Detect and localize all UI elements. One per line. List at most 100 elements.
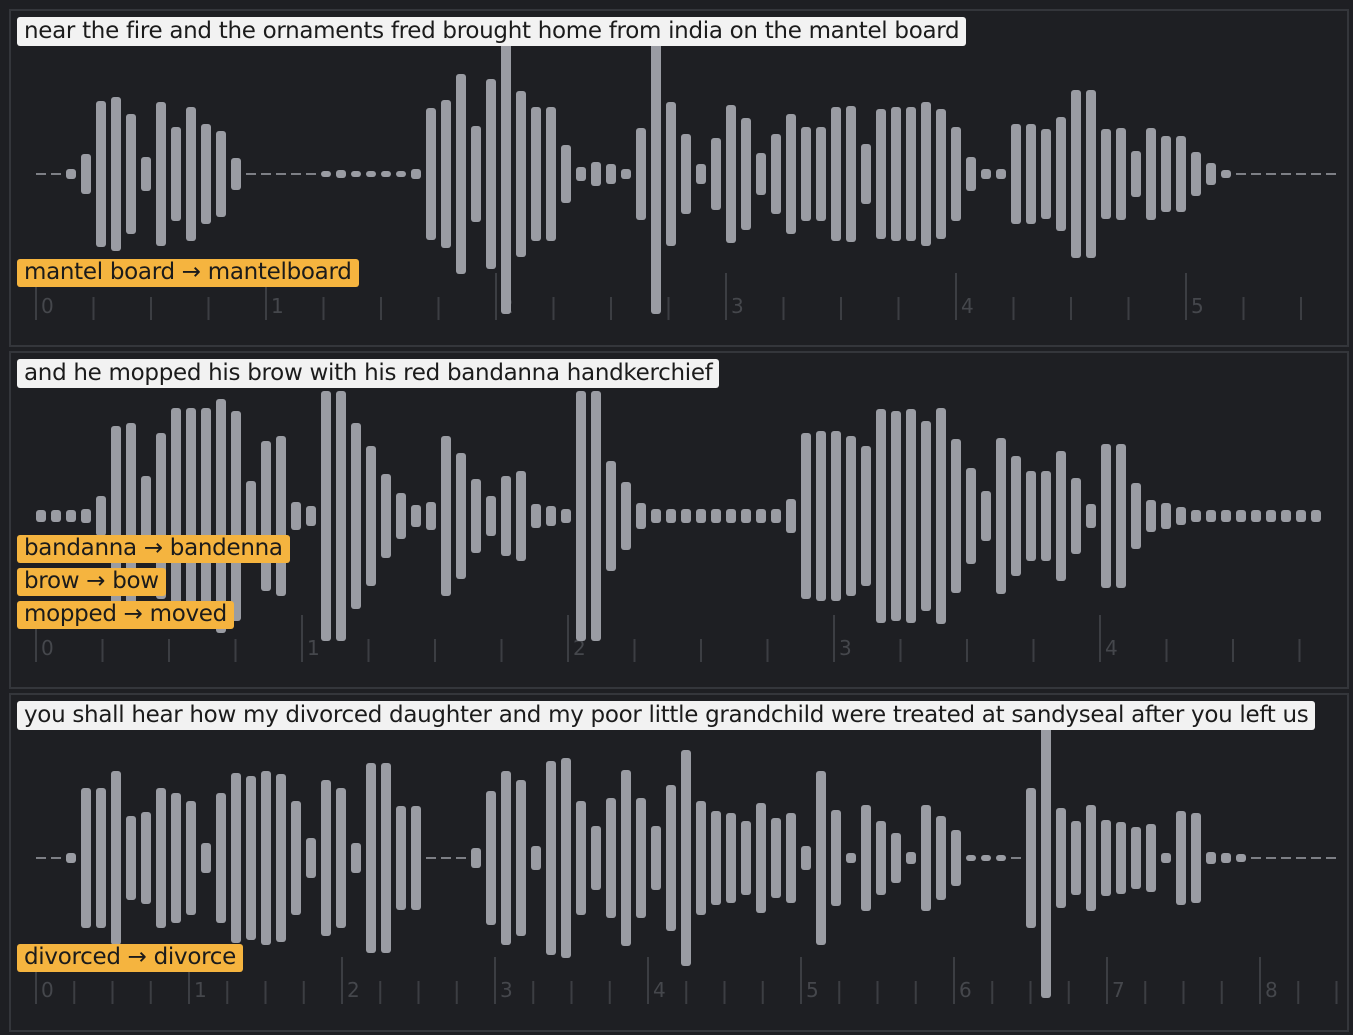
tick-label: 4 xyxy=(653,978,666,1002)
waveform-bar xyxy=(96,101,106,247)
waveform-bar xyxy=(336,391,346,641)
waveform-bar xyxy=(1071,821,1081,895)
waveform-bar xyxy=(546,107,556,241)
waveform-bar xyxy=(816,127,826,221)
correction-tag[interactable]: brow → bow xyxy=(17,568,166,596)
waveform-bar xyxy=(501,34,511,314)
waveform-bar xyxy=(531,504,541,528)
waveform-bar xyxy=(891,411,901,621)
waveform[interactable]: 0 1 2 3 4 5 6 7 8 xyxy=(11,695,1347,1030)
waveform-bar xyxy=(276,173,286,175)
waveform-bar xyxy=(1206,852,1216,864)
waveform-bar xyxy=(1041,718,1051,998)
waveform-bar xyxy=(771,818,781,898)
waveform-bar xyxy=(546,761,556,955)
correction-tag[interactable]: mantel board → mantelboard xyxy=(17,259,359,287)
tick-label: 4 xyxy=(1105,636,1118,660)
waveform-bar xyxy=(1101,820,1111,896)
waveform-bar xyxy=(231,773,241,943)
waveform-bar xyxy=(351,423,361,609)
waveform-bar xyxy=(1311,510,1321,522)
waveform-bar xyxy=(36,173,46,175)
waveform-bar xyxy=(246,173,256,175)
tick-label: 2 xyxy=(347,978,360,1002)
waveform-bar xyxy=(1116,128,1126,220)
waveform-bar xyxy=(1056,451,1066,581)
waveform-bar xyxy=(261,771,271,945)
waveform-bar xyxy=(1011,124,1021,224)
waveform-bar xyxy=(786,114,796,234)
waveform-bar xyxy=(546,506,556,526)
waveform-bar xyxy=(996,855,1006,861)
waveform-bar xyxy=(201,843,211,873)
waveform-bar xyxy=(501,771,511,945)
waveform-bar xyxy=(846,853,856,863)
waveform-bar xyxy=(861,805,871,911)
waveform-bar xyxy=(951,830,961,886)
waveform-bar xyxy=(771,134,781,214)
correction-list: mantel board → mantelboard xyxy=(17,259,359,287)
waveform-bar xyxy=(66,169,76,179)
waveform-bar xyxy=(981,491,991,541)
waveform-bar xyxy=(1161,503,1171,529)
correction-list: bandanna → bandenna brow → bow mopped → … xyxy=(17,535,290,629)
waveform-bar xyxy=(576,391,586,641)
waveform-bar xyxy=(606,461,616,571)
waveform-bar xyxy=(426,857,436,859)
waveform-bar xyxy=(396,493,406,539)
correction-tag[interactable]: mopped → moved xyxy=(17,601,234,629)
waveform-bar xyxy=(1026,124,1036,224)
waveform-bar xyxy=(1236,173,1246,175)
transcript-panel-3[interactable]: 0 1 2 3 4 5 6 7 8 you shall hear how my divorced… xyxy=(9,693,1349,1032)
waveform-bar xyxy=(1251,173,1261,175)
waveform-bar xyxy=(51,510,61,522)
waveform-bar xyxy=(81,154,91,194)
waveform-bar xyxy=(681,509,691,523)
waveform-bar xyxy=(81,509,91,523)
correction-tag[interactable]: divorced → divorce xyxy=(17,944,243,972)
waveform-bar xyxy=(171,793,181,923)
waveform-bar xyxy=(1311,857,1321,859)
waveform-bar xyxy=(471,848,481,868)
waveform-bar xyxy=(336,170,346,178)
waveform-bar xyxy=(606,164,616,184)
waveform-bar xyxy=(891,833,901,883)
waveform-bar xyxy=(171,408,181,624)
tick-label: 0 xyxy=(41,978,54,1002)
waveform-bar xyxy=(141,157,151,191)
waveform-bar xyxy=(516,471,526,561)
waveform-bar xyxy=(906,852,916,864)
waveform-bar xyxy=(966,855,976,861)
waveform[interactable]: 0 1 2 3 4 xyxy=(11,353,1347,687)
waveform-bar xyxy=(861,446,871,586)
tick-label: 4 xyxy=(961,294,974,318)
waveform-bar xyxy=(516,780,526,936)
waveform-bar xyxy=(1326,857,1336,859)
correction-tag[interactable]: bandanna → bandenna xyxy=(17,535,290,563)
waveform-bar xyxy=(576,167,586,181)
waveform-bar xyxy=(486,79,496,269)
waveform-bar xyxy=(741,821,751,895)
waveform-bar xyxy=(576,801,586,915)
waveform-bar xyxy=(231,411,241,621)
waveform-bar xyxy=(1191,152,1201,196)
waveform-bar xyxy=(651,826,661,890)
waveform-bar xyxy=(636,503,646,529)
waveform-bar xyxy=(381,474,391,558)
waveform-bar xyxy=(366,446,376,586)
waveform-bar xyxy=(951,127,961,221)
waveform-bar xyxy=(1026,788,1036,928)
waveform-bar xyxy=(966,157,976,191)
waveform-bar xyxy=(621,770,631,946)
waveform-bar xyxy=(666,102,676,246)
waveform-bar xyxy=(771,509,781,523)
waveform-bar xyxy=(1056,808,1066,908)
waveform-bar xyxy=(96,496,106,536)
transcript-panel-2[interactable]: 0 1 2 3 4 and he mopped his brow with his re… xyxy=(9,351,1349,689)
waveform-bar xyxy=(441,100,451,248)
waveform-bar xyxy=(1086,90,1096,258)
waveform-bar xyxy=(1266,510,1276,522)
waveform-bar xyxy=(1071,478,1081,554)
